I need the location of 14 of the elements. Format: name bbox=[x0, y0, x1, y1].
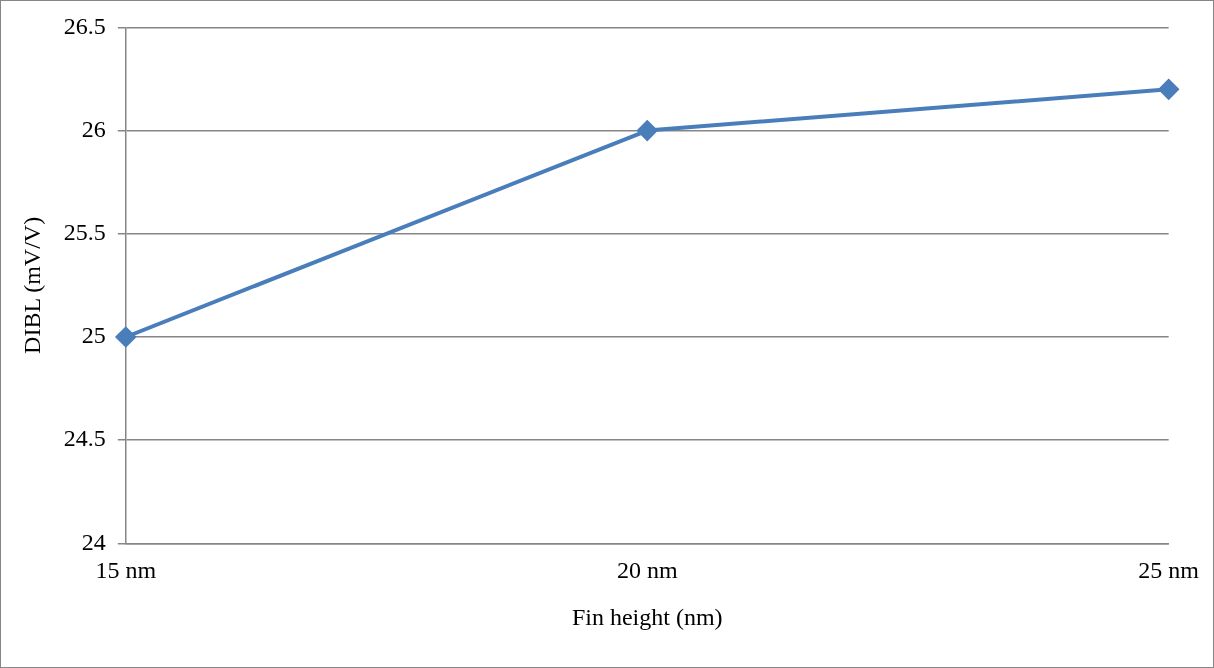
x-tick-label: 20 nm bbox=[616, 557, 678, 584]
y-tick-label: 26 bbox=[81, 115, 106, 142]
point bbox=[115, 327, 136, 347]
x-axis-title: Fin height (nm) bbox=[571, 603, 723, 630]
x-tick-label: 25 nm bbox=[1138, 557, 1200, 584]
point bbox=[637, 120, 658, 141]
y-tick-label: 24.5 bbox=[63, 425, 106, 452]
y-axis-title: DIBL (mV/V) bbox=[18, 216, 45, 354]
y-tick-label: 24 bbox=[81, 528, 106, 555]
y-tick-label: 25 bbox=[81, 322, 106, 349]
x-tick-label: 15 nm bbox=[95, 557, 157, 584]
point bbox=[1158, 79, 1179, 100]
y-tick-label: 25.5 bbox=[63, 219, 106, 246]
y-tick-label: 26.5 bbox=[63, 12, 106, 39]
